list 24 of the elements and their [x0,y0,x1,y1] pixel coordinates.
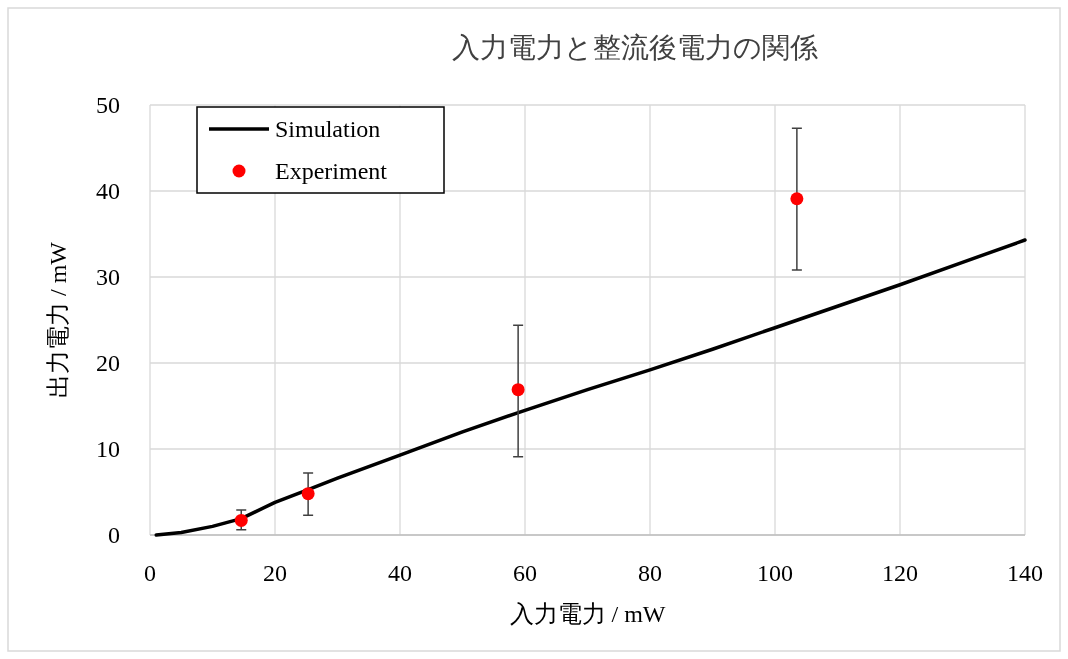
x-axis-title: 入力電力 / mW [509,601,666,627]
legend-label: Experiment [275,158,388,184]
y-axis-title: 出力電力 / mW [45,241,71,398]
point [301,487,315,501]
x-tick-label: 140 [1007,560,1043,586]
x-tick-label: 100 [757,560,793,586]
y-tick-label: 20 [96,350,120,376]
x-tick-label: 120 [882,560,918,586]
legend-label: Simulation [275,116,381,142]
y-tick-label: 10 [96,436,120,462]
y-tick-label: 50 [96,92,120,118]
x-tick-label: 20 [263,560,287,586]
x-tick-label: 0 [144,560,156,586]
y-tick-label: 30 [96,264,120,290]
y-tick-label: 0 [108,522,120,548]
point [790,192,804,206]
x-tick-label: 40 [388,560,412,586]
x-tick-label: 80 [638,560,662,586]
chart-title: 入力電力と整流後電力の関係 [452,32,818,63]
line-series [154,238,1027,537]
x-tick-label: 60 [513,560,537,586]
point [234,513,248,527]
point [511,383,525,397]
y-tick-label: 40 [96,178,120,204]
